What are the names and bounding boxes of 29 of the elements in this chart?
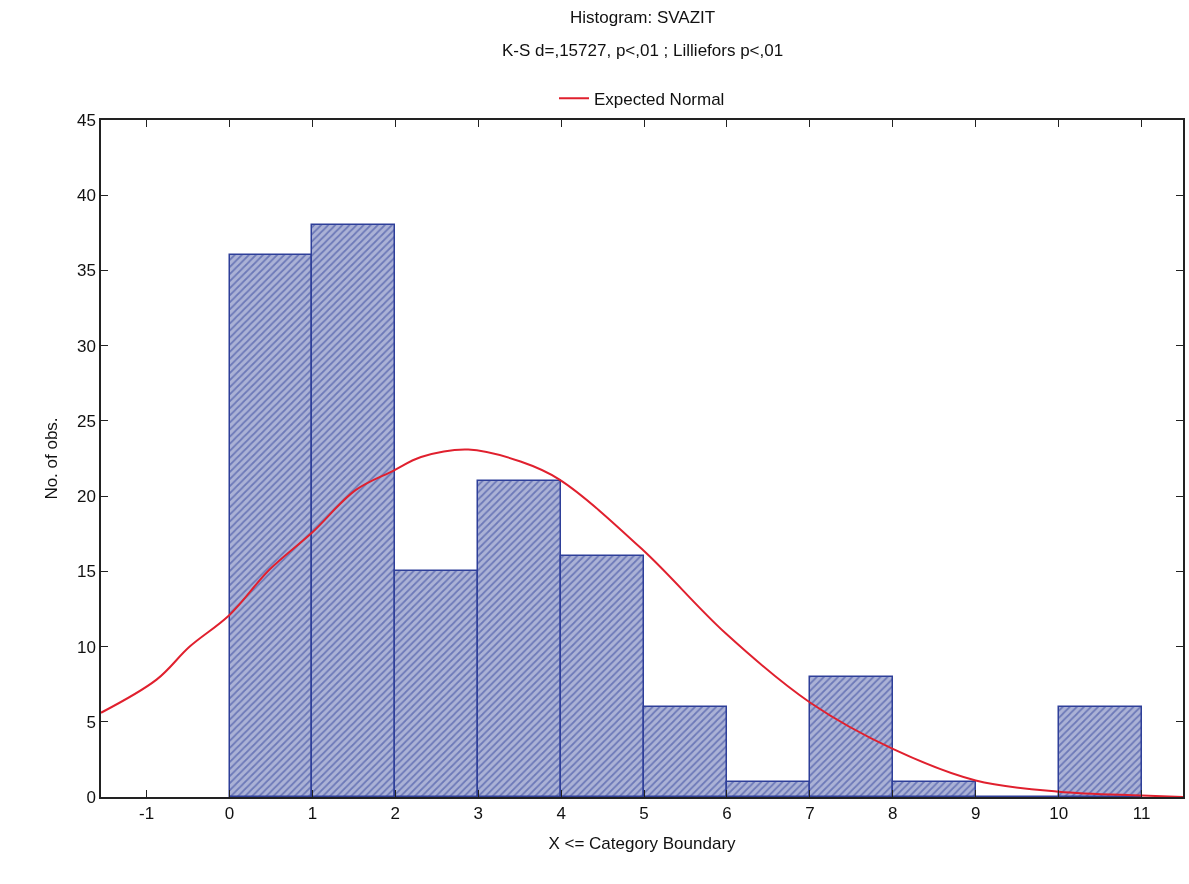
x-tick-label: 9: [970, 804, 981, 824]
y-tick-label: 5: [86, 712, 96, 732]
chart-subtitle: K-S d=,15727, p<,01 ; Lilliefors p<,01: [502, 41, 784, 60]
y-axis-title: No. of obs.: [41, 417, 61, 500]
y-tick-label: 30: [76, 336, 96, 356]
x-tick-label: 1: [307, 804, 318, 824]
chart-title: Histogram: SVAZIT: [570, 8, 716, 27]
x-tick-label: -1: [139, 804, 155, 824]
y-tick-label: 20: [76, 487, 96, 507]
line-series: [101, 448, 1183, 797]
x-tick-label: 2: [390, 804, 401, 824]
x-tick-label: 6: [722, 804, 732, 824]
x-tick-label: 3: [473, 804, 483, 824]
x-tick-label: 4: [556, 804, 566, 824]
y-tick-label: 10: [76, 637, 96, 657]
x-tick-label: 10: [1049, 804, 1069, 824]
y-tick-label: 45: [76, 110, 96, 130]
x-tick-label: 7: [805, 804, 815, 824]
x-axis-title: X <= Category Boundary: [548, 834, 737, 854]
y-tick-label: 35: [76, 261, 96, 281]
legend-label: Expected Normal: [594, 89, 725, 109]
y-tick-label: 0: [86, 787, 96, 807]
x-tick-label: 8: [888, 804, 898, 824]
x-tick-label: 11: [1132, 804, 1151, 824]
x-tick-label: 0: [224, 804, 235, 824]
y-tick-label: 25: [76, 411, 96, 431]
y-tick-label: 15: [76, 562, 96, 582]
x-tick-label: 5: [639, 804, 649, 824]
y-tick-label: 40: [76, 186, 96, 206]
